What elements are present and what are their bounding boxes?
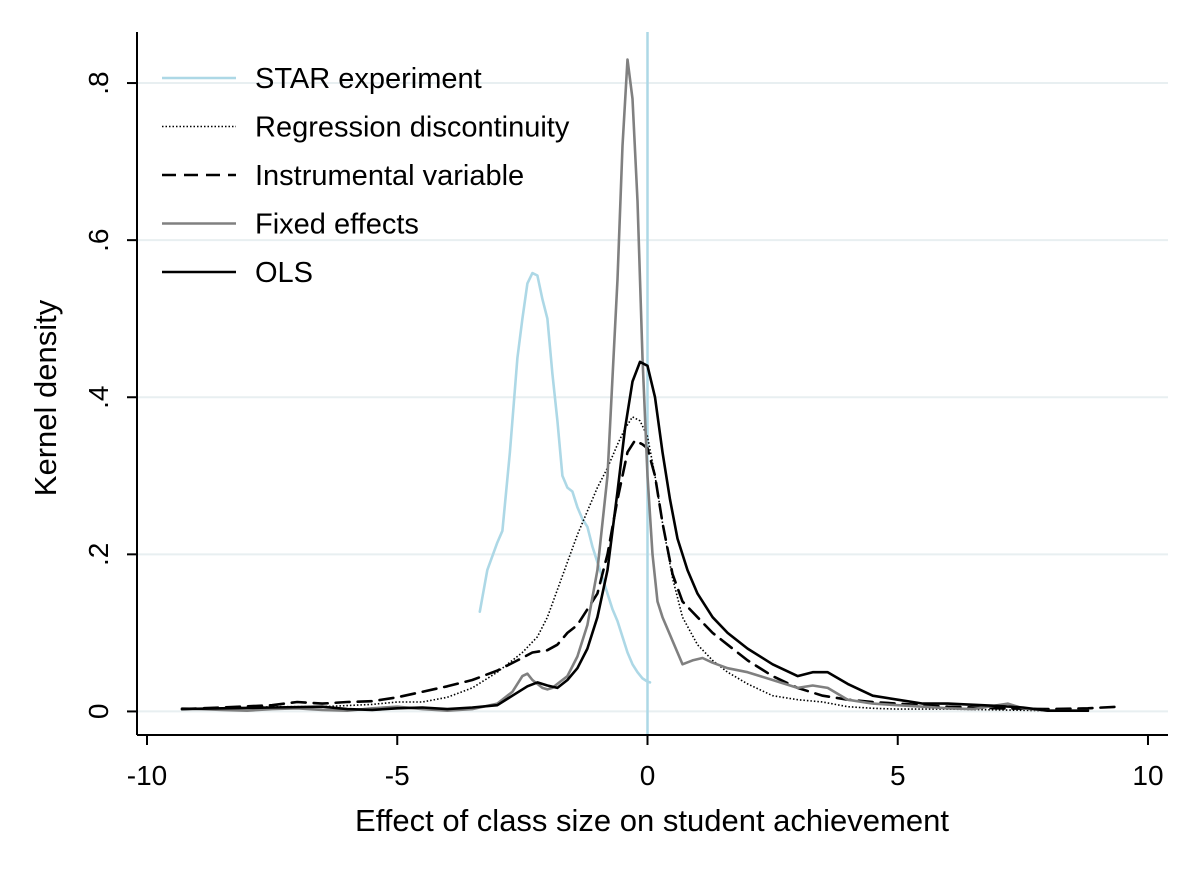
x-tick-label-2: 0 [640,760,656,791]
y-tick-label-3: .6 [83,229,114,252]
legend-label-star-experiment: STAR experiment [255,63,482,95]
legend-label-ols: OLS [255,257,313,289]
legend-label-regression-discontinuity: Regression discontinuity [255,112,570,144]
series-lines [180,58,1120,712]
x-tick-label-4: 10 [1132,760,1163,791]
series-line-fixed-effects [180,58,1090,712]
x-tick-label-1: -5 [385,760,410,791]
x-axis-title: Effect of class size on student achievem… [355,803,949,838]
y-axis-title: Kernel density [28,299,63,496]
series-line-star-experiment [478,271,652,684]
gridlines [137,82,1168,713]
legend-label-fixed-effects: Fixed effects [255,209,419,241]
x-tick-label-3: 5 [890,760,906,791]
x-tick-label-0: -10 [127,760,167,791]
legend: STAR experiment Regression discontinuity I… [162,63,570,289]
y-tick-label-1: .2 [83,543,114,566]
y-tick-label-0: 0 [83,704,114,720]
axes: 0 .2 .4 .6 .8 -10 -5 0 5 10 [83,32,1168,791]
legend-label-instrumental-variable: Instrumental variable [255,160,524,192]
y-tick-label-4: .8 [83,71,114,94]
y-tick-label-2: .4 [83,386,114,409]
series-line-ols [180,360,1090,712]
